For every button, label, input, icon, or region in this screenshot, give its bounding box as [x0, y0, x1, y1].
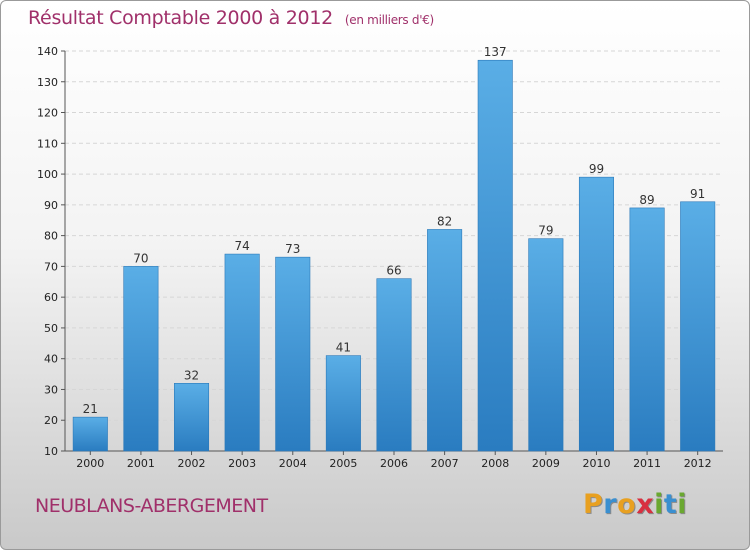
- y-tick-label: 50: [44, 322, 58, 335]
- y-tick-label: 140: [37, 45, 58, 58]
- y-tick-label: 100: [37, 168, 58, 181]
- x-tick-label: 2008: [481, 457, 509, 470]
- x-tick-label: 2009: [532, 457, 560, 470]
- bar-2006: [376, 278, 412, 452]
- data-label-2004: 73: [285, 242, 300, 256]
- x-tick-label: 2012: [684, 457, 712, 470]
- y-tick-label: 40: [44, 353, 58, 366]
- logo-letter: t: [663, 489, 678, 520]
- logo-letter: i: [677, 489, 688, 520]
- data-label-2000: 21: [83, 402, 98, 416]
- y-tick-label: 60: [44, 291, 58, 304]
- data-label-2009: 79: [538, 224, 553, 238]
- bar-2003: [224, 253, 260, 452]
- proxiti-logo: Proxiti: [583, 489, 687, 520]
- data-label-2011: 89: [639, 193, 654, 207]
- bar-2000: [72, 416, 108, 452]
- data-label-2003: 74: [235, 239, 250, 253]
- bars: [72, 59, 716, 452]
- x-tick-label: 2006: [380, 457, 408, 470]
- y-tick-label: 20: [44, 414, 58, 427]
- x-tick-label: 2005: [329, 457, 357, 470]
- location-name: NEUBLANS-ABERGEMENT: [35, 495, 268, 517]
- bar-2011: [629, 207, 665, 452]
- logo-letter: o: [617, 489, 637, 520]
- logo-letter: i: [654, 489, 664, 520]
- bar-2008: [477, 59, 513, 452]
- data-label-2006: 66: [386, 264, 401, 278]
- y-tick-label: 30: [44, 383, 58, 396]
- bar-2001: [123, 266, 159, 452]
- data-label-2012: 91: [690, 187, 705, 201]
- title-text: Résultat Comptable 2000 à 2012: [28, 7, 333, 29]
- logo-letter: P: [583, 489, 604, 520]
- logo-letter: r: [603, 489, 618, 520]
- logo-letter: x: [636, 489, 655, 520]
- y-tick-label: 10: [44, 445, 58, 458]
- x-tick-label: 2003: [228, 457, 256, 470]
- x-tick-label: 2002: [178, 457, 206, 470]
- y-tick-label: 120: [37, 107, 58, 120]
- bar-2004: [275, 256, 311, 452]
- x-tick-label: 2011: [633, 457, 661, 470]
- bar-2012: [680, 201, 716, 452]
- x-tick-label: 2001: [127, 457, 155, 470]
- bar-2007: [427, 229, 463, 452]
- data-label-2010: 99: [589, 162, 604, 176]
- data-labels: 21 70 32 74 73 41 66 82 137 79 99 89 91: [83, 45, 706, 416]
- y-tick-label: 70: [44, 260, 58, 273]
- data-label-2008: 137: [484, 45, 507, 59]
- x-tick-label: 2010: [582, 457, 610, 470]
- bar-2005: [325, 355, 361, 452]
- data-label-2005: 41: [336, 341, 351, 355]
- x-tick-label: 2007: [431, 457, 459, 470]
- bar-2010: [578, 176, 614, 452]
- x-tick-label: 2000: [76, 457, 104, 470]
- data-label-2001: 70: [133, 251, 148, 265]
- title-units: (en milliers d'€): [344, 13, 434, 27]
- data-label-2002: 32: [184, 368, 199, 382]
- bar-2002: [174, 383, 210, 452]
- chart-title: Résultat Comptable 2000 à 2012 (en millie…: [28, 7, 434, 29]
- y-tick-label: 90: [44, 199, 58, 212]
- x-tick-label: 2004: [279, 457, 307, 470]
- axes: 10 20 30 40 50 60 70 80 90 100 110 120 130 140 2000 200…: [37, 45, 723, 470]
- data-label-2007: 82: [437, 214, 452, 228]
- y-tick-label: 110: [37, 137, 58, 150]
- bar-2009: [528, 238, 564, 452]
- y-tick-label: 80: [44, 230, 58, 243]
- y-tick-label: 130: [37, 76, 58, 89]
